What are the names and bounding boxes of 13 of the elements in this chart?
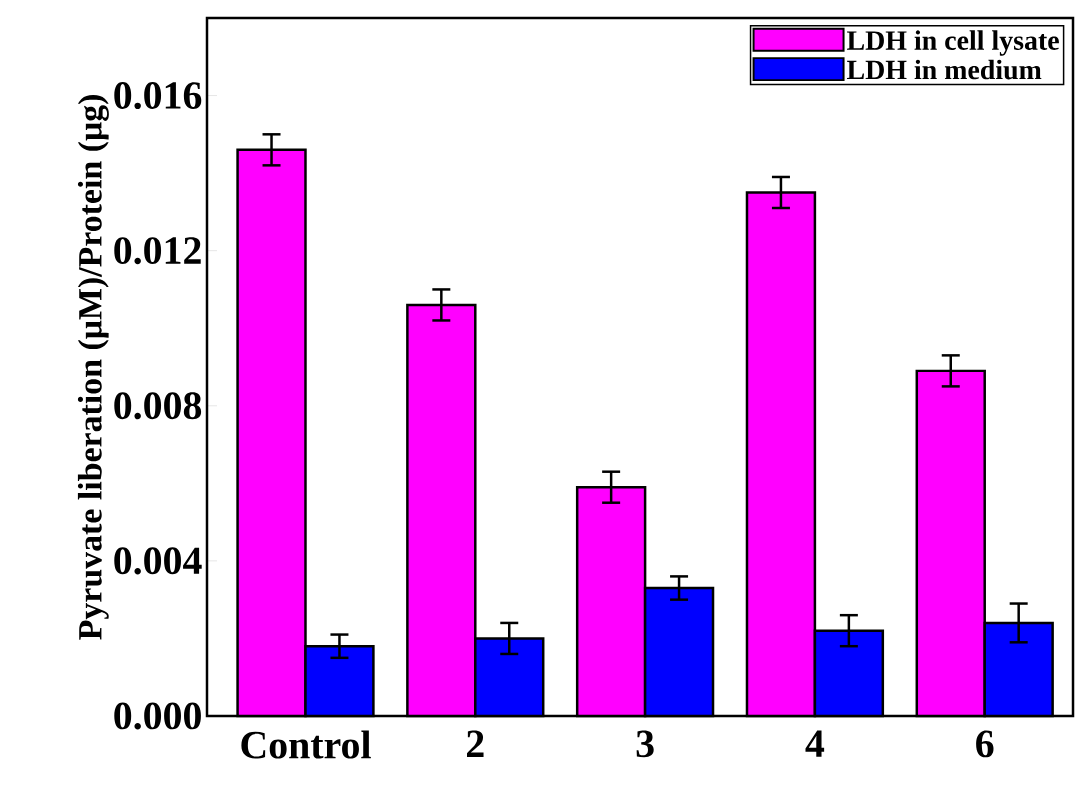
- x-tick-label: 2: [467, 730, 484, 757]
- x-tick-label: 6: [976, 730, 994, 758]
- legend-label: LDH in medium: [847, 59, 1042, 80]
- y-tick-label: 0.008: [114, 392, 202, 420]
- x-tick-label: Control: [241, 730, 371, 759]
- legend-label: LDH in cell lysate: [847, 30, 1059, 56]
- x-tick-label: 4: [805, 730, 825, 757]
- y-tick-label: 0.012: [114, 237, 201, 265]
- y-tick-label: 0.016: [114, 82, 202, 110]
- y-tick-label: 0.000: [114, 702, 201, 730]
- y-tick-label: 0.004: [114, 547, 202, 575]
- y-axis-title: Pyruvate liberation (μM)/Protein (μg): [77, 95, 109, 640]
- x-tick-label: 3: [636, 730, 654, 758]
